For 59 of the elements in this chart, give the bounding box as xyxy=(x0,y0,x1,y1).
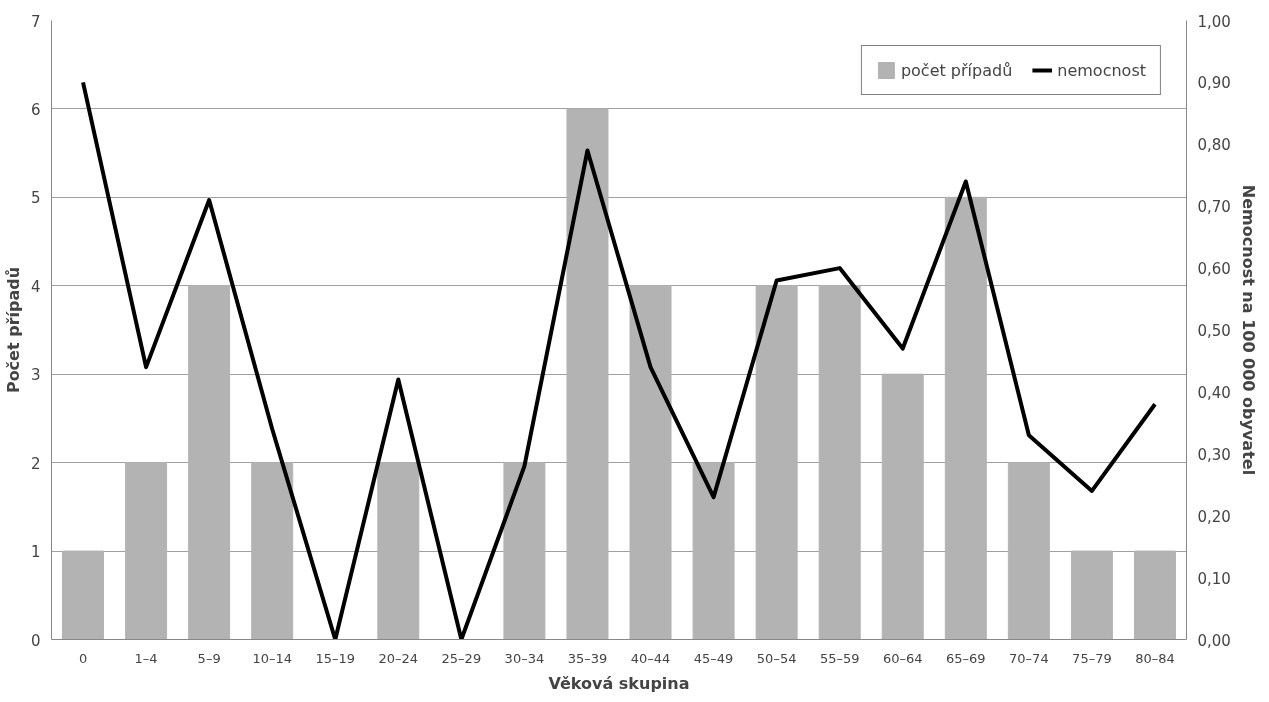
legend-label: nemocnost xyxy=(1057,60,1146,80)
x-tick-label: 50–54 xyxy=(756,650,797,666)
bar xyxy=(377,462,420,640)
x-tick-label: 65–69 xyxy=(946,650,986,666)
y2-tick-label: 0,40 xyxy=(1197,383,1231,402)
bar xyxy=(1133,550,1176,640)
x-tick-label: 20–24 xyxy=(378,650,419,666)
y2-tick-label: 0,30 xyxy=(1197,445,1231,464)
y2-axis-title: Nemocnost na 100 000 obyvatel xyxy=(1238,184,1258,476)
x-tick-label: 55–59 xyxy=(819,650,860,666)
x-tick-label: 70–74 xyxy=(1009,650,1049,666)
y-tick-label: 4 xyxy=(30,277,41,296)
bar xyxy=(944,196,987,640)
y-tick-label: 3 xyxy=(30,366,41,385)
x-tick-label: 40–44 xyxy=(630,650,671,666)
x-tick-label: 15–19 xyxy=(315,650,356,666)
x-tick-label: 35–39 xyxy=(567,650,608,666)
line-series xyxy=(81,80,1157,640)
bar xyxy=(881,373,924,640)
y-tick-label: 2 xyxy=(30,454,41,473)
bar xyxy=(1070,550,1113,640)
bar xyxy=(692,462,735,640)
bar xyxy=(1007,462,1050,640)
x-tick-label: 75–79 xyxy=(1072,650,1112,666)
x-tick-label: 5–9 xyxy=(197,650,221,666)
y2-tick-label: 0,80 xyxy=(1197,136,1231,155)
x-tick-label: 60–64 xyxy=(882,650,923,666)
x-axis-title: Věková skupina xyxy=(548,673,690,693)
bar xyxy=(503,462,546,640)
x-tick-label: 25–29 xyxy=(441,650,482,666)
legend-label: počet případů xyxy=(900,60,1013,80)
y-axis-title: Počet případů xyxy=(3,266,23,394)
y-tick-label: 0 xyxy=(30,631,41,650)
bar xyxy=(188,285,231,640)
y2-tick-label: 0,60 xyxy=(1197,260,1231,279)
x-tick-label: 10–14 xyxy=(252,650,292,666)
x-tick-label: 0 xyxy=(78,650,88,666)
y-tick-label: 1 xyxy=(30,543,41,562)
y2-tick-label: 1,00 xyxy=(1197,12,1231,31)
y-tick-label: 5 xyxy=(30,189,41,208)
bar xyxy=(62,550,105,640)
y-tick-label: 7 xyxy=(30,12,41,31)
y2-tick-label: 0,50 xyxy=(1197,322,1231,340)
y2-tick-label: 0,70 xyxy=(1197,198,1231,217)
y2-tick-label: 0,10 xyxy=(1197,569,1231,588)
y2-tick-label: 0,20 xyxy=(1197,507,1231,526)
bar xyxy=(251,462,294,640)
bar xyxy=(566,108,609,640)
bar xyxy=(125,462,168,640)
bar xyxy=(755,285,798,640)
bar xyxy=(818,285,861,640)
y2-tick-label: 0,00 xyxy=(1197,631,1231,650)
x-tick-label: 45–49 xyxy=(693,650,734,666)
y2-tick-label: 0,90 xyxy=(1197,74,1231,93)
bar xyxy=(629,285,672,640)
x-tick-label: 80–84 xyxy=(1135,650,1175,666)
y-tick-label: 6 xyxy=(30,100,41,119)
x-tick-label: 1–4 xyxy=(134,650,158,666)
x-tick-label: 30–34 xyxy=(504,650,545,666)
